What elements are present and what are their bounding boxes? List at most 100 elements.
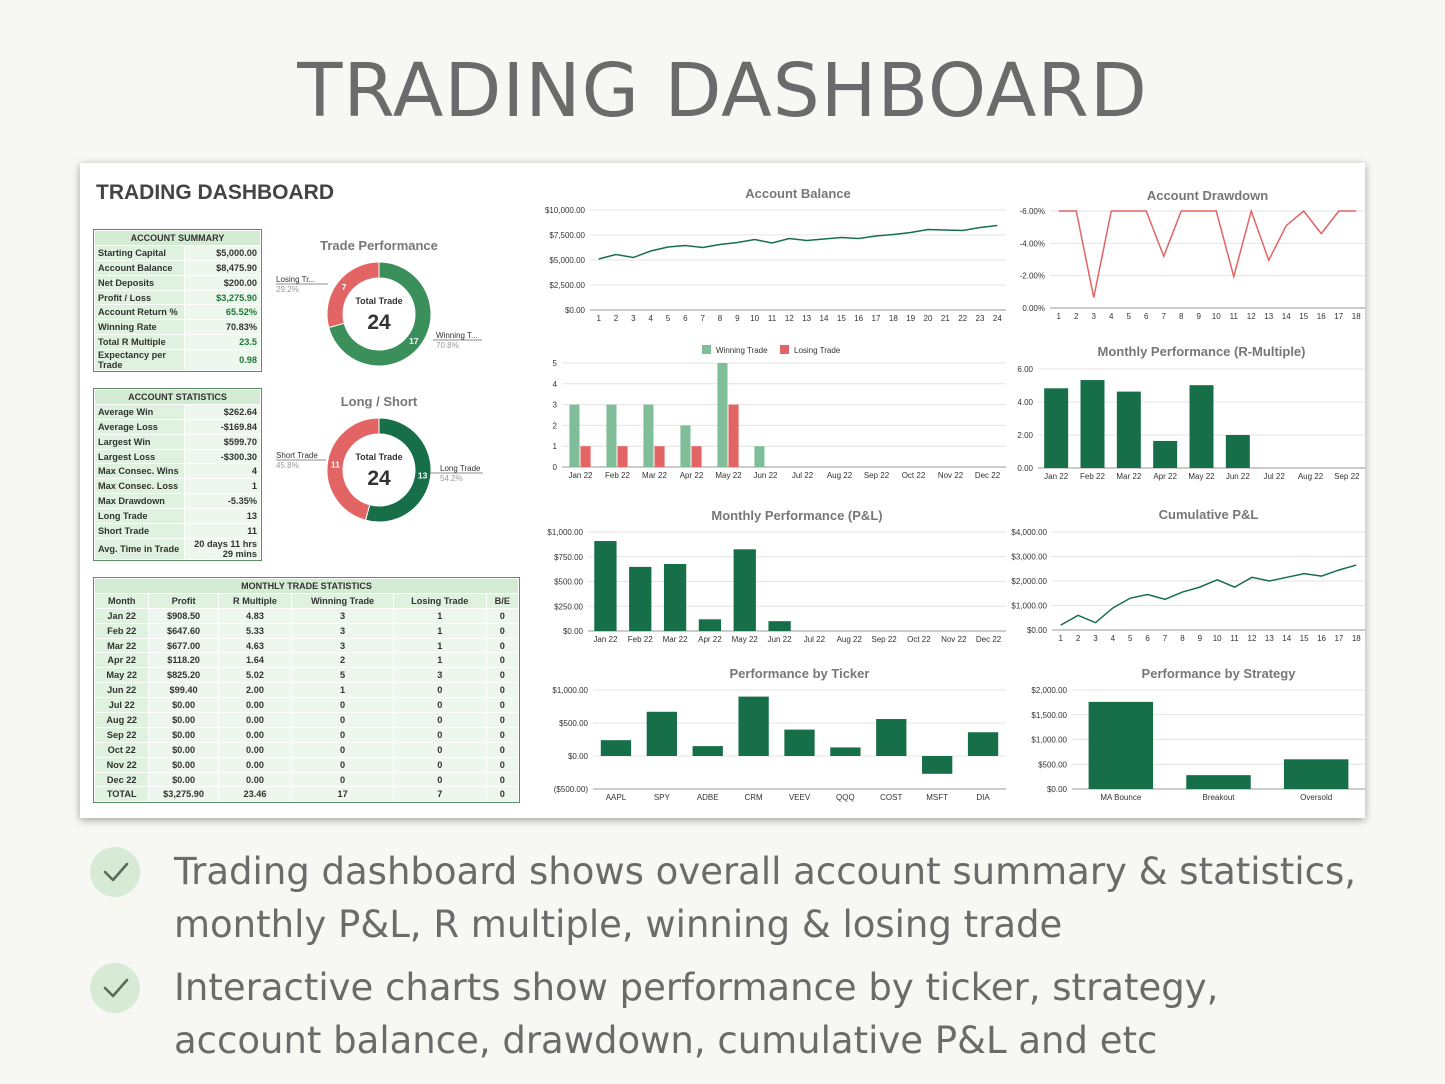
by-ticker-chart: Performance by Ticker ($500.00) $0.00 $500.…: [552, 666, 1006, 802]
chart-title: Performance by Ticker: [730, 666, 870, 681]
x-tick-label: 18: [889, 314, 898, 323]
x-tick-label: 1: [1057, 312, 1062, 321]
x-tick-label: 3: [1092, 312, 1097, 321]
x-tick-label: Jul 22: [804, 635, 826, 644]
table-cell: 0: [291, 741, 394, 758]
table-row: Max Consec. Loss 1: [94, 478, 261, 495]
x-tick-label: 12: [1247, 312, 1256, 321]
y-tick-label: $10,000.00: [545, 206, 586, 215]
table-header-row: Month Profit R Multiple Winning Trade Losing…: [93, 592, 520, 609]
y-tick-label: $1,000.00: [1011, 602, 1047, 611]
x-tick-label: Jul 22: [1263, 472, 1285, 481]
account-summary-header: ACCOUNT SUMMARY: [94, 230, 261, 246]
y-tick-label: 2: [553, 421, 558, 430]
table-cell: 2: [291, 652, 394, 669]
x-tick-label: MA Bounce: [1100, 793, 1141, 802]
x-tick-label: ADBE: [697, 793, 719, 802]
table-cell: 0: [485, 786, 520, 803]
y-tick-label: $750.00: [554, 553, 583, 562]
slice-percent: 29.2%: [276, 285, 299, 294]
row-value: 4: [184, 463, 261, 480]
table-row: Jun 22 $99.40 2.00 1 0 0: [93, 682, 520, 699]
bar: [784, 729, 815, 756]
x-tick-label: 22: [958, 314, 967, 323]
donut-center-label: Total Trade: [355, 452, 402, 462]
x-tick-label: 7: [700, 314, 705, 323]
x-tick-label: Oversold: [1300, 793, 1332, 802]
table-row: Total R Multiple 23.5: [94, 334, 261, 351]
x-tick-label: Apr 22: [1153, 472, 1177, 481]
x-tick-label: 4: [1109, 312, 1114, 321]
table-row: Long Trade 13: [94, 508, 261, 525]
table-row: Account Balance $8,475.90: [94, 259, 261, 276]
table-row: Mar 22 $677.00 4.63 3 1 0: [93, 637, 520, 654]
y-tick-label: $1,000.00: [547, 528, 583, 537]
pie-slice: [326, 417, 380, 521]
table-cell: 1: [291, 682, 394, 699]
bar: [733, 549, 756, 631]
x-tick-label: 14: [1282, 634, 1291, 643]
row-value: 20 days 11 hrs 29 mins: [184, 537, 261, 560]
x-tick-label: 11: [1230, 312, 1239, 321]
dashboard-sheet: TRADING DASHBOARD ACCOUNT SUMMARY Starti…: [80, 163, 1365, 818]
x-tick-label: 23: [976, 314, 985, 323]
table-row: Profit / Loss $3,275.90: [94, 289, 261, 306]
x-tick-label: 15: [1299, 312, 1308, 321]
table-row: Max Consec. Wins 4: [94, 463, 261, 480]
table-row: Dec 22 $0.00 0.00 0 0 0: [93, 771, 520, 788]
chart-title: Account Balance: [745, 186, 850, 201]
slice-percent: 70.8%: [436, 341, 459, 350]
series-line: [598, 224, 998, 260]
bar: [1225, 435, 1250, 468]
x-tick-label: 24: [993, 314, 1002, 323]
account-balance-chart: Account Balance $0.00 $2,500.00 $5,000.00 $7…: [545, 186, 1006, 323]
x-tick-label: 4: [1111, 634, 1116, 643]
x-tick-label: 20: [924, 314, 933, 323]
row-label: Expectancy per Trade: [94, 349, 185, 372]
x-tick-label: 13: [1265, 634, 1274, 643]
table-row: Starting Capital $5,000.00: [94, 244, 261, 261]
bar: [830, 747, 861, 756]
bar: [663, 563, 687, 631]
table-cell: 0: [485, 712, 520, 728]
bar: [1153, 440, 1178, 468]
row-value: $200.00: [184, 274, 261, 291]
table-cell: 5.33: [217, 622, 293, 639]
y-tick-label: $2,000.00: [1011, 577, 1047, 586]
x-tick-label: Dec 22: [975, 471, 1001, 480]
x-tick-label: 3: [1093, 634, 1098, 643]
x-tick-label: 13: [1264, 312, 1273, 321]
table-row: Apr 22 $118.20 1.64 2 1 0: [93, 652, 520, 669]
y-tick-label: $0.00: [565, 306, 586, 315]
account-summary-table: ACCOUNT SUMMARY Starting Capital $5,000.0…: [93, 228, 262, 373]
check-icon: [90, 847, 140, 897]
x-tick-label: CRM: [745, 793, 764, 802]
slice-percent: 45.8%: [276, 461, 299, 470]
y-tick-label: -4.00%: [1020, 239, 1045, 248]
monthly-trade-statistics-table: MONTHLY TRADE STATISTICS Month Profit R Mu…: [93, 576, 520, 804]
bar: [692, 746, 723, 756]
y-tick-label: $0.00: [563, 627, 584, 636]
y-tick-label: $1,000.00: [1031, 736, 1067, 745]
x-tick-label: Jan 22: [593, 635, 618, 644]
x-tick-label: 21: [941, 314, 950, 323]
x-tick-label: MSFT: [926, 793, 948, 802]
row-value: 23.5: [184, 334, 261, 351]
table-cell: $647.60: [148, 622, 219, 639]
donut-center-label: Total Trade: [355, 296, 402, 306]
y-tick-label: ($500.00): [554, 785, 589, 794]
legend-label: Losing Trade: [794, 346, 841, 355]
table-cell: 0.00: [217, 697, 293, 714]
x-tick-label: 9: [735, 314, 740, 323]
x-tick-label: Jan 22: [568, 471, 593, 480]
slice-label: Long Trade: [440, 464, 481, 473]
legend-label: Winning Trade: [716, 346, 768, 355]
y-tick-label: 2.00: [1017, 431, 1033, 440]
series-line: [1060, 564, 1357, 626]
table-cell: $677.00: [148, 637, 219, 654]
x-tick-label: DIA: [976, 793, 990, 802]
x-tick-label: 5: [1127, 312, 1132, 321]
chart-title: Monthly Performance (R-Multiple): [1097, 344, 1305, 359]
account-drawdown-chart: Account Drawdown 0.00% -2.00% -4.00% -6.00% 1…: [1020, 188, 1365, 321]
x-tick-label: 2: [1074, 312, 1079, 321]
